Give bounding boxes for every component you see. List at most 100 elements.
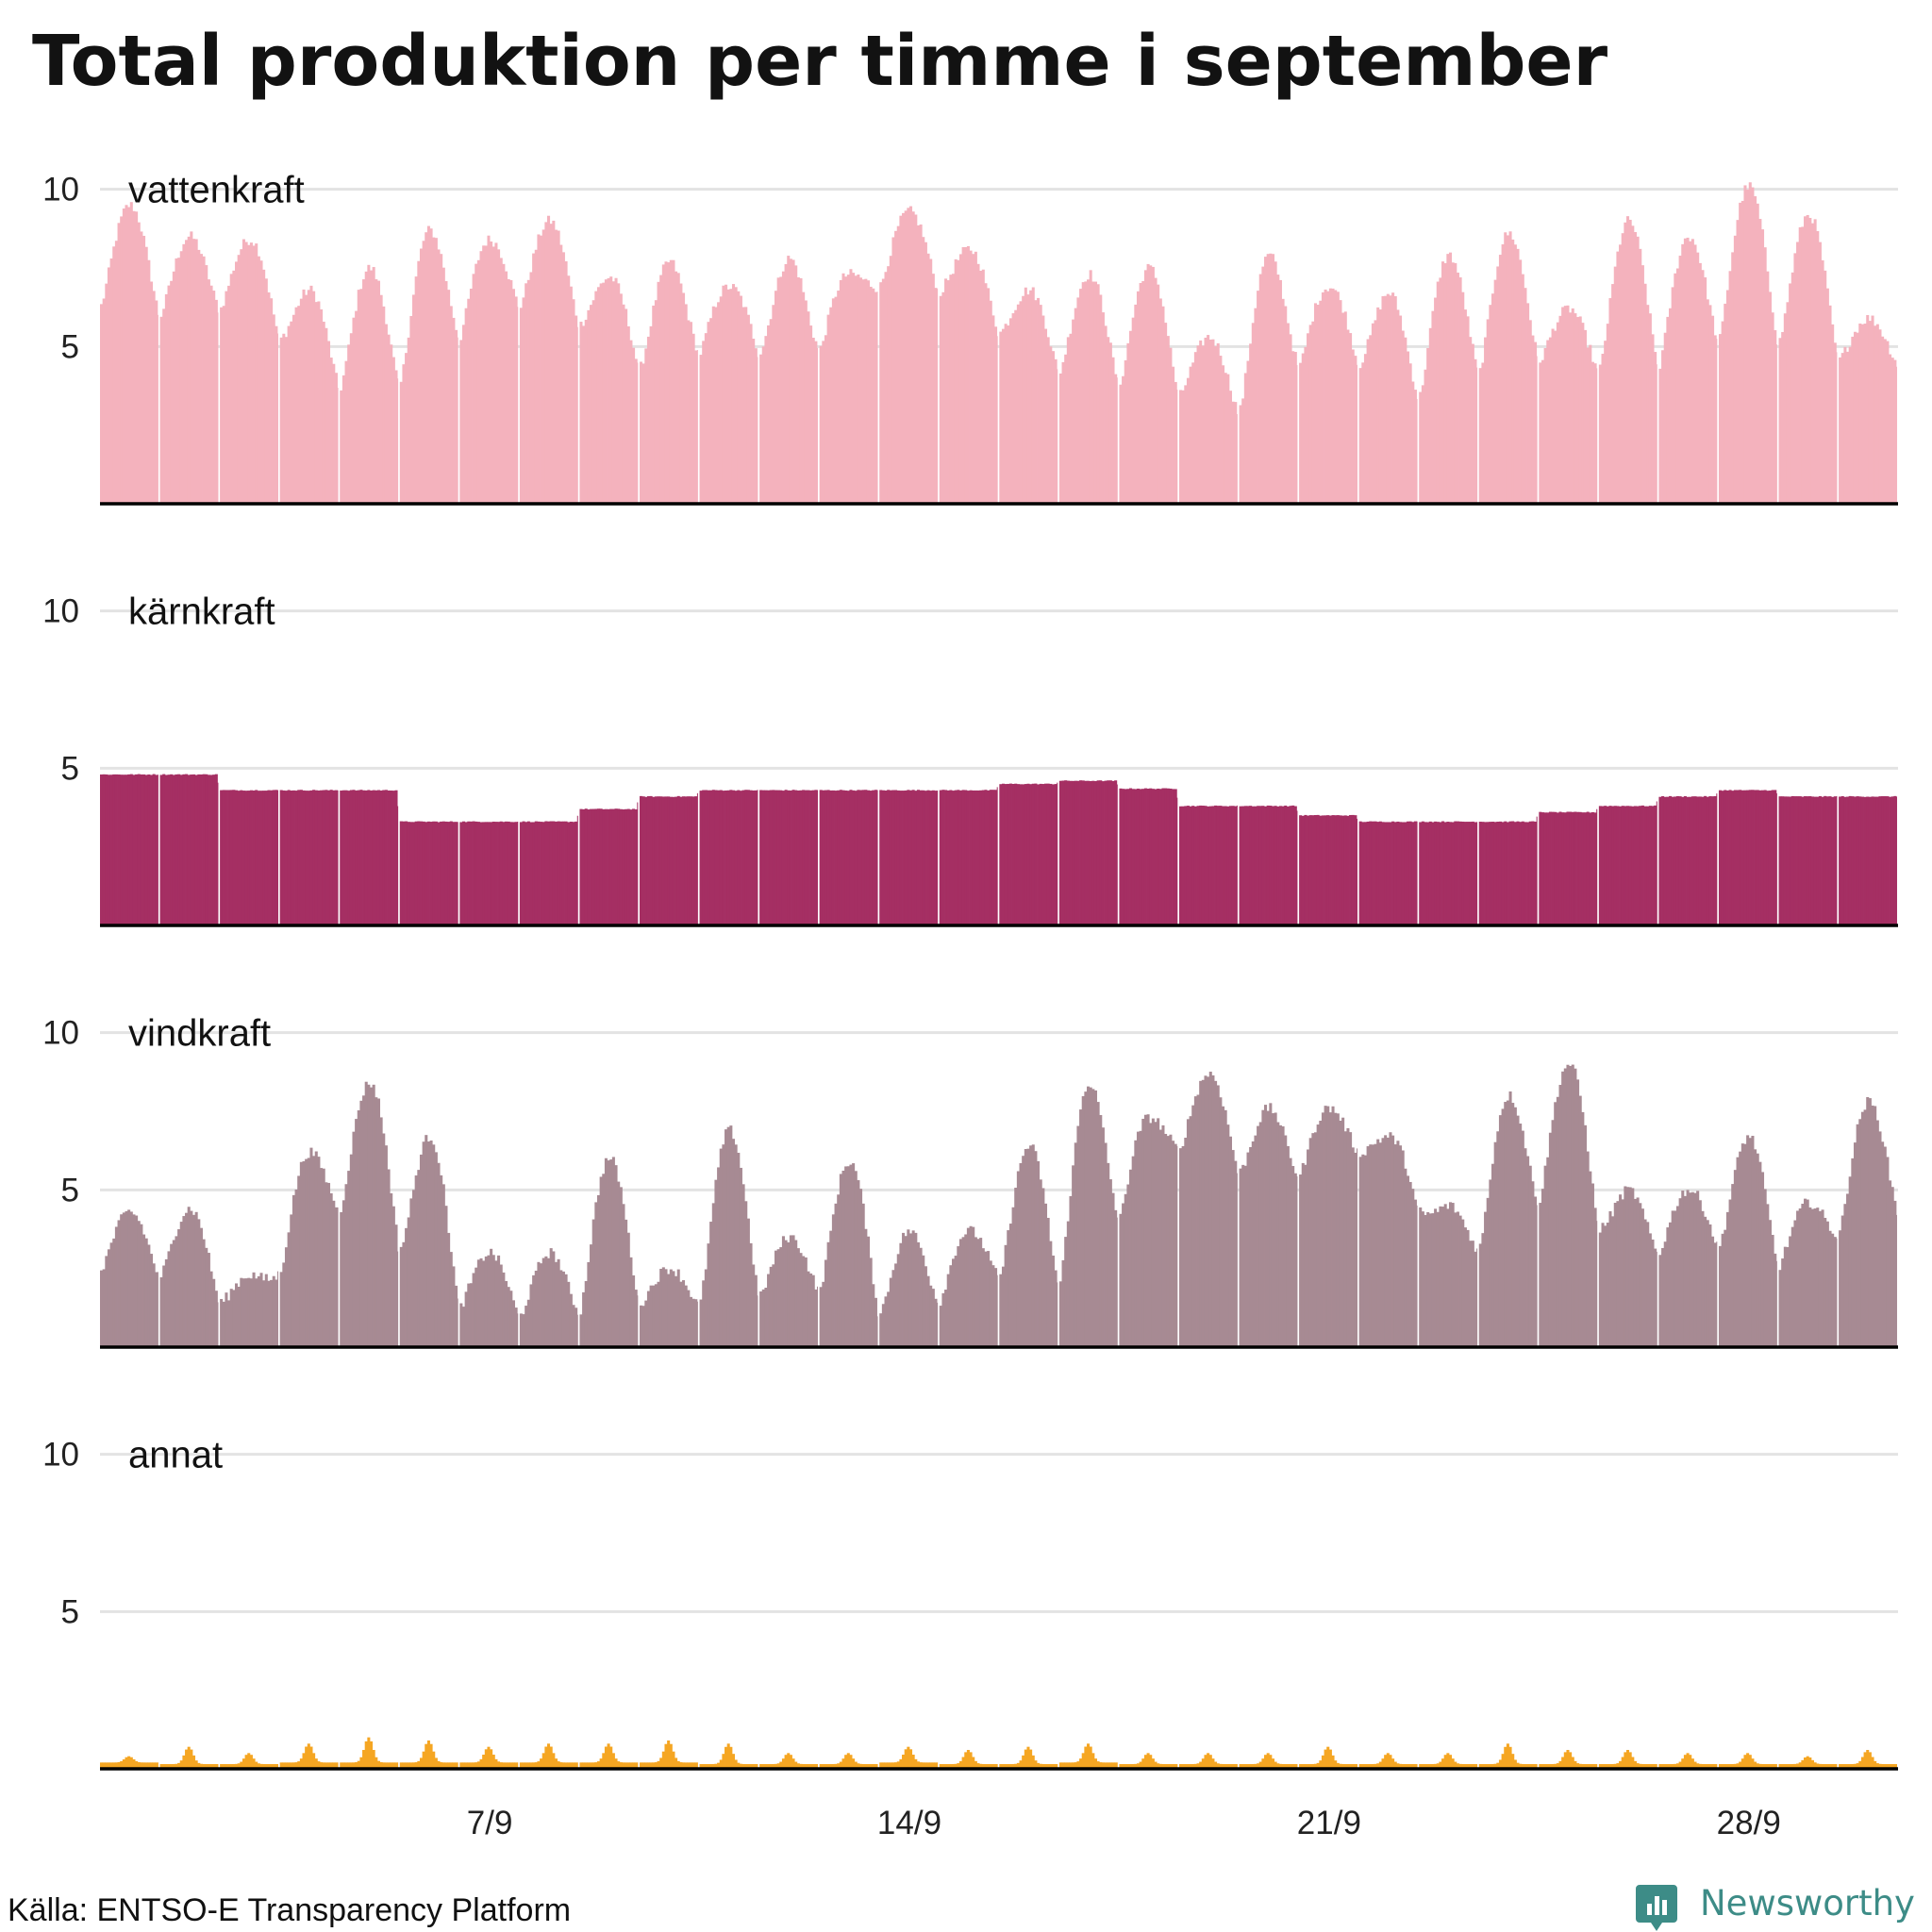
hour-bar (1396, 1141, 1400, 1347)
hour-bar (1716, 1764, 1718, 1769)
hour-bar (252, 1272, 256, 1347)
hour-bar (135, 211, 139, 504)
hour-bar (1478, 368, 1482, 504)
hour-bar (1671, 287, 1674, 504)
hour-bar (1754, 790, 1757, 925)
hour-bar (769, 319, 773, 504)
hour-bar (1786, 302, 1790, 504)
hour-bar (684, 304, 688, 504)
hour-bar (1381, 295, 1385, 504)
hour-bar (1014, 783, 1018, 925)
hour-bar (275, 790, 278, 925)
hour-bar (426, 225, 430, 504)
hour-bar (1491, 293, 1495, 504)
hour-bar (1631, 225, 1635, 504)
hour-bar (664, 261, 668, 504)
hour-bar (1207, 1076, 1210, 1347)
hour-bar (1341, 815, 1345, 925)
hour-bar (1114, 374, 1118, 504)
hour-bar (1731, 791, 1735, 925)
hour-bar (434, 238, 438, 505)
hour-bar (1506, 822, 1509, 925)
hour-bar (752, 790, 756, 925)
hour-bar (309, 1746, 313, 1769)
hour-bar (914, 1758, 918, 1769)
hour-bar (1107, 1162, 1110, 1347)
hour-bar (372, 1084, 375, 1347)
hour-bar (529, 822, 533, 925)
hour-bar (1313, 303, 1318, 504)
hour-bar (1586, 347, 1590, 504)
hour-bar (137, 774, 141, 925)
hour-bar (659, 796, 663, 925)
hour-bar (1881, 336, 1885, 504)
hour-bar (657, 1760, 660, 1769)
hour-bar (382, 306, 386, 504)
hour-bar (352, 1131, 356, 1347)
hour-bar (384, 1145, 388, 1347)
hour-bar (272, 314, 275, 504)
hour-bar (187, 236, 191, 505)
hour-bar (1804, 796, 1807, 925)
hour-bar (1698, 1200, 1702, 1347)
hour-bar (1816, 1763, 1820, 1769)
hour-bar (222, 1301, 225, 1347)
hour-bar (227, 1764, 231, 1769)
hour-bar (1890, 1764, 1894, 1769)
hour-bar (1708, 305, 1712, 504)
hour-bar (302, 1160, 306, 1347)
hour-bar (297, 790, 301, 925)
hour-bar (961, 247, 965, 504)
hour-bar (1471, 821, 1474, 925)
hour-bar (509, 1762, 513, 1769)
hour-bar (611, 281, 615, 504)
hour-bar (1883, 1764, 1887, 1769)
hour-bar (916, 225, 920, 504)
hour-bar (1586, 811, 1590, 925)
hour-bar (144, 774, 148, 925)
hour-bar (284, 1762, 289, 1769)
hour-bar (469, 1283, 473, 1347)
hour-bar (107, 267, 110, 504)
hour-bar (1311, 815, 1315, 925)
hour-bar (622, 808, 625, 925)
hour-bar (1446, 822, 1450, 925)
hour-bar (387, 1762, 391, 1769)
hour-bar (142, 1762, 146, 1769)
hour-bar (1868, 321, 1872, 504)
hour-bar (1107, 337, 1110, 504)
hour-bar (1161, 1763, 1165, 1769)
hour-bar (1519, 822, 1523, 925)
hour-bar (707, 1243, 710, 1347)
hour-bar (1563, 1752, 1567, 1769)
hour-bar (135, 1215, 139, 1347)
hour-bar (479, 822, 483, 925)
newsworthy-logo-icon (1636, 1885, 1677, 1931)
hour-bar (1521, 821, 1524, 925)
hour-bar (767, 325, 771, 504)
hour-bar (129, 1211, 133, 1347)
hour-bar (476, 1259, 480, 1347)
hour-bar (247, 244, 251, 504)
hour-bar (1701, 270, 1705, 504)
hour-bar (841, 1758, 845, 1769)
hour-bar (1424, 369, 1427, 504)
hour-bar (299, 1758, 303, 1769)
hour-bar (1207, 335, 1210, 504)
hour-bar (1646, 305, 1650, 504)
hour-bar (557, 1761, 560, 1769)
hour-bar (1706, 299, 1709, 504)
hour-bar (275, 1279, 278, 1347)
hour-bar (205, 1764, 208, 1769)
hour-bar (329, 1762, 333, 1769)
hour-bar (314, 790, 318, 925)
hour-bar (876, 1764, 878, 1769)
hour-bar (232, 790, 236, 925)
hour-bar (1806, 796, 1809, 925)
hour-bar (984, 1251, 988, 1347)
hour-bar (1633, 1198, 1637, 1347)
hour-bar (490, 242, 493, 504)
hour-bar (1760, 1172, 1765, 1347)
hour-bar (857, 275, 860, 504)
hour-bar (709, 318, 713, 504)
